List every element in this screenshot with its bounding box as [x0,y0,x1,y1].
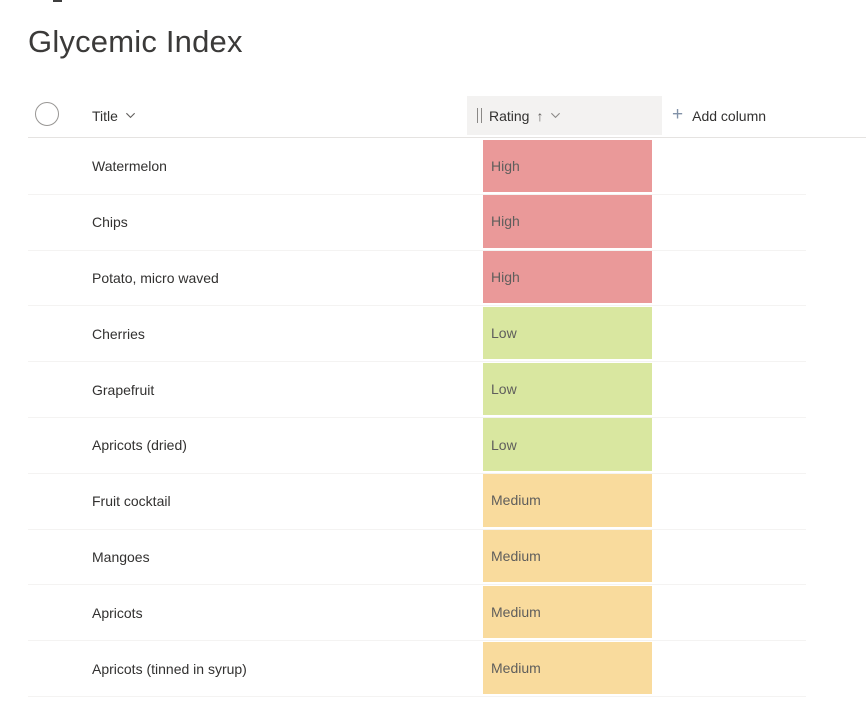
drag-handle-icon [477,108,482,123]
rating-cell[interactable]: High [483,251,652,304]
row-title: Potato, micro waved [92,269,219,286]
table-row[interactable]: Watermelon High [0,139,866,195]
row-title: Mangoes [92,548,150,565]
table-row[interactable]: Mangoes Medium [0,530,866,586]
chevron-down-icon [125,108,136,126]
table-row[interactable]: Potato, micro waved High [0,251,866,307]
plus-icon: + [672,104,684,125]
table-row[interactable]: Cherries Low [0,306,866,362]
rating-cell[interactable]: Low [483,362,652,415]
table-row[interactable]: Fruit cocktail Medium [0,474,866,530]
table-row[interactable]: Chips High [0,195,866,251]
rating-cell[interactable]: Medium [483,530,652,583]
row-title: Cherries [92,325,145,342]
rating-cell[interactable]: Medium [483,585,652,639]
row-title: Chips [92,214,128,231]
rating-cell[interactable]: Low [483,418,652,471]
rating-cell[interactable]: Medium [483,641,652,694]
table-row[interactable]: Apricots Medium [0,585,866,641]
rating-column-label: Rating [489,107,530,124]
rating-cell[interactable]: High [483,139,652,192]
row-title: Fruit cocktail [92,493,171,510]
add-column-button[interactable]: + Add column [672,96,766,135]
chevron-down-icon [550,108,561,126]
title-column-label: Title [92,107,118,124]
column-header-title[interactable]: Title [92,96,136,135]
rating-cell[interactable]: High [483,195,652,248]
screen-edge-artifact [53,0,62,2]
add-column-label: Add column [692,107,767,124]
table-row[interactable]: Apricots (dried) Low [0,418,866,474]
table-row[interactable]: Apricots (tinned in syrup) Medium [0,641,866,697]
page-title: Glycemic Index [28,24,243,59]
rating-cell[interactable]: Medium [483,474,652,527]
row-title: Apricots (dried) [92,437,187,454]
row-title: Apricots [92,604,143,621]
column-header-rating[interactable]: Rating ↑ [467,96,662,135]
select-all-checkbox[interactable] [35,102,59,126]
row-title: Watermelon [92,158,167,175]
list-header-row: Title Rating ↑ + Add column [0,96,866,138]
rating-cell[interactable]: Low [483,306,652,360]
row-title: Grapefruit [92,381,155,398]
table-row[interactable]: Grapefruit Low [0,362,866,418]
row-title: Apricots (tinned in syrup) [92,660,247,677]
sort-ascending-icon: ↑ [536,107,544,124]
list-body: Watermelon High Chips High Potato, micro… [0,139,866,697]
